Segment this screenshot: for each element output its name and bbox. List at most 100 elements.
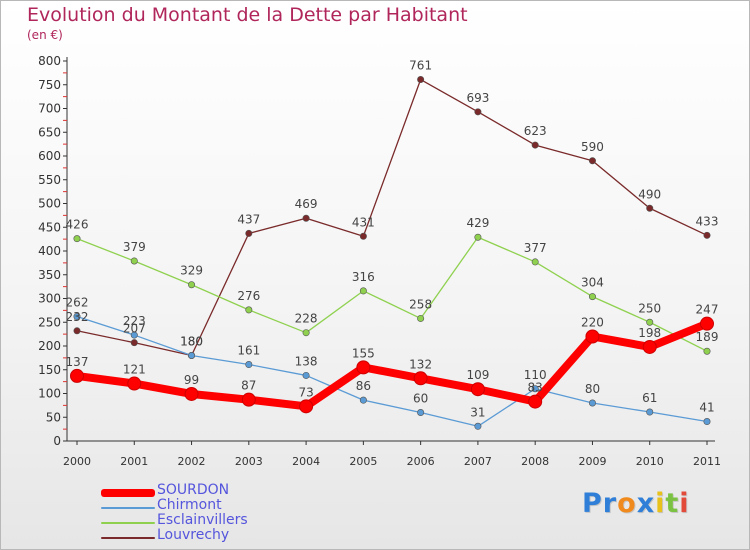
data-point [474, 422, 482, 430]
series-line-louvrechy [76, 78, 708, 357]
data-point [70, 368, 84, 383]
data-point [188, 351, 196, 359]
data-point [130, 331, 138, 339]
y-tick-label: 600 [38, 149, 61, 163]
data-label: 304 [581, 276, 604, 290]
x-tick-label: 2001 [120, 455, 148, 468]
data-point [241, 392, 256, 407]
data-label: 223 [123, 314, 146, 328]
data-point [73, 235, 81, 243]
data-point [299, 399, 314, 414]
data-label: 590 [581, 140, 604, 154]
data-point [531, 141, 539, 149]
data-point [585, 329, 600, 344]
logo-letter: x [636, 488, 656, 519]
data-label: 121 [123, 363, 146, 377]
y-tick-label: 300 [38, 292, 61, 306]
data-label: 220 [581, 316, 604, 330]
data-label: 73 [298, 385, 313, 399]
data-point [474, 108, 482, 116]
legend-label: Louvrechy [157, 527, 230, 543]
data-label: 138 [295, 354, 318, 368]
data-label: 258 [409, 297, 432, 311]
data-point [703, 418, 711, 426]
logo-letter: i [655, 488, 666, 519]
y-tick-label: 650 [38, 125, 61, 139]
data-label: 99 [184, 373, 199, 387]
y-tick-label: 0 [53, 434, 61, 448]
data-label: 137 [66, 355, 89, 369]
data-label: 469 [295, 197, 318, 211]
data-label: 377 [524, 241, 547, 255]
series-line-sourdon [73, 319, 711, 411]
x-tick-label: 2009 [578, 455, 606, 468]
data-label: 60 [413, 392, 428, 406]
x-tick-label: 2002 [178, 455, 206, 468]
data-label: 426 [66, 218, 89, 232]
x-tick-label: 2006 [407, 455, 435, 468]
y-tick-label: 500 [38, 197, 61, 211]
data-label: 693 [466, 91, 489, 105]
data-label: 180 [180, 335, 203, 349]
y-tick-label: 400 [38, 244, 61, 258]
data-point [700, 316, 714, 331]
x-tick-label: 2008 [521, 455, 549, 468]
data-point [417, 76, 425, 84]
data-point [245, 306, 253, 314]
data-label: 86 [356, 379, 371, 393]
chart-title: Evolution du Montant de la Dette par Hab… [27, 4, 468, 26]
data-label: 250 [638, 301, 661, 315]
data-point [531, 385, 539, 393]
data-point [588, 399, 596, 407]
data-label: 109 [466, 368, 489, 382]
data-point [417, 314, 425, 322]
data-label: 429 [466, 216, 489, 230]
x-tick-label: 2005 [349, 455, 377, 468]
data-point [188, 281, 196, 289]
data-point [588, 293, 596, 301]
data-label: 262 [66, 296, 89, 310]
data-label: 232 [66, 310, 89, 324]
legend-label: Chirmont [157, 497, 222, 513]
data-label: 198 [638, 326, 661, 340]
data-label: 80 [585, 382, 600, 396]
legend-swatch [101, 489, 155, 497]
y-tick-label: 350 [38, 268, 61, 282]
data-label: 431 [352, 215, 375, 229]
logo-letter: r [602, 488, 618, 519]
data-point [646, 408, 654, 416]
legend-swatch [101, 537, 155, 539]
data-point [417, 408, 425, 416]
data-point [245, 361, 253, 369]
data-point [646, 204, 654, 212]
x-tick-label: 2007 [464, 455, 492, 468]
data-point [359, 396, 367, 404]
data-point [359, 232, 367, 240]
data-point [130, 339, 138, 347]
x-tick-label: 2003 [235, 455, 263, 468]
data-point [642, 339, 657, 354]
data-point [245, 229, 253, 237]
series-line-esclainvillers [76, 236, 708, 352]
data-label: 623 [524, 124, 547, 138]
data-point [474, 233, 482, 241]
data-label: 761 [409, 59, 432, 73]
data-label: 61 [642, 391, 657, 405]
y-tick-label: 150 [38, 363, 61, 377]
proxiti-logo: Proxiti [582, 488, 690, 519]
data-label: 132 [409, 357, 432, 371]
data-point [528, 394, 543, 409]
data-label: 161 [237, 344, 260, 358]
x-tick-label: 2011 [693, 455, 721, 468]
data-label: 155 [352, 346, 375, 360]
data-label: 247 [696, 303, 719, 317]
data-point [470, 382, 485, 397]
data-label: 316 [352, 270, 375, 284]
data-point [302, 214, 310, 222]
data-point [703, 231, 711, 239]
data-label: 433 [696, 214, 719, 228]
data-label: 180 [180, 335, 203, 349]
legend-swatch [101, 507, 155, 509]
